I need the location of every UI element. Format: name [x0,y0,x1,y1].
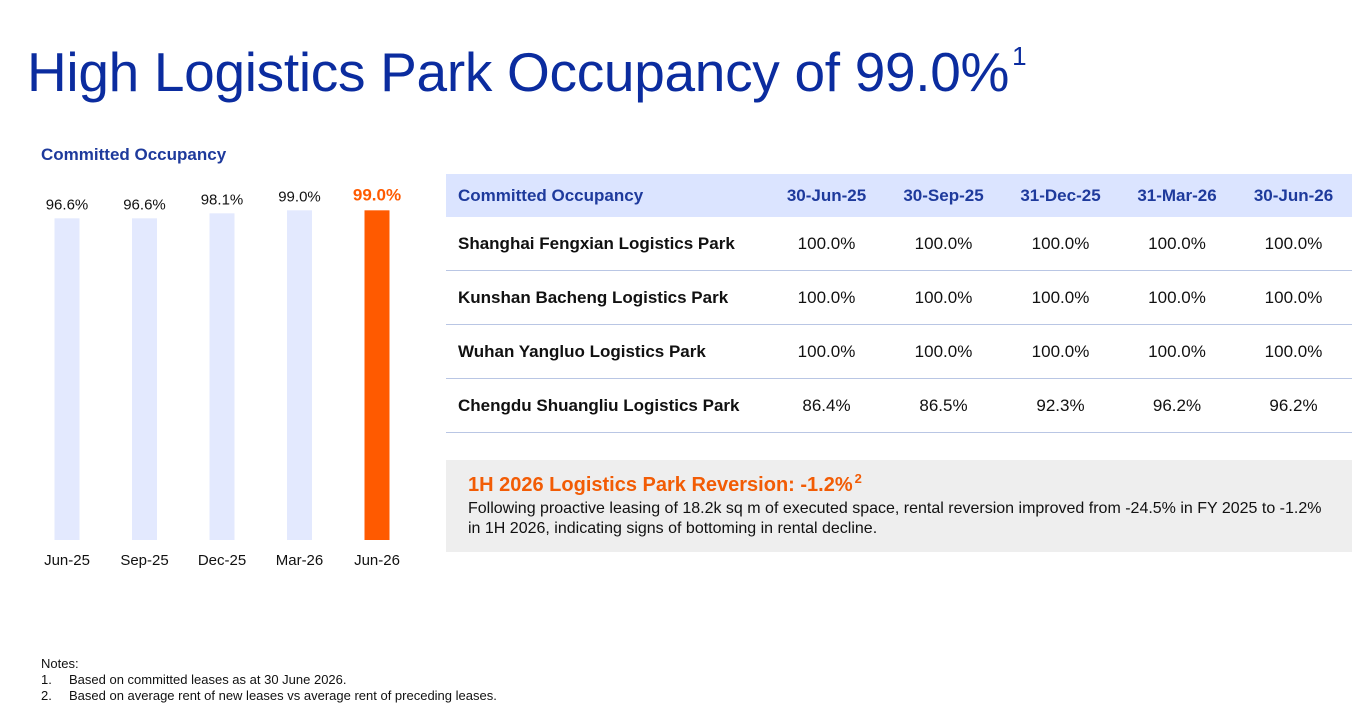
bar-jun-25 [54,218,80,540]
reversion-title: 1H 2026 Logistics Park Reversion: -1.2% 2 [468,471,862,497]
bar-mar-26 [287,210,312,540]
footnotes-heading: Notes: [41,656,79,671]
data-label: 96.6% [46,196,89,213]
data-label: 99.0% [353,185,401,204]
table-header-cell: 31-Mar-26 [1119,174,1235,217]
reversion-callout: 1H 2026 Logistics Park Reversion: -1.2% 2… [446,460,1352,552]
bar-dec-25 [209,213,235,540]
x-tick-label: Dec-25 [198,552,246,569]
table-cell: 100.0% [885,217,1002,271]
table-cell: 100.0% [1235,324,1352,379]
park-name-cell: Kunshan Bacheng Logistics Park [446,270,768,325]
park-name-cell: Wuhan Yangluo Logistics Park [446,324,768,379]
table-header-cell: 31-Dec-25 [1002,174,1119,217]
reversion-title-footnote: 2 [854,471,862,486]
table-cell: 100.0% [768,270,885,325]
park-name-cell: Chengdu Shuangliu Logistics Park [446,378,768,433]
table-row: Chengdu Shuangliu Logistics Park 86.4% 8… [446,378,1352,433]
table-header-cell: Committed Occupancy [446,174,768,217]
occupancy-table: Committed Occupancy 30-Jun-25 30-Sep-25 … [446,174,1352,433]
bar-sep-25 [132,218,157,540]
table-cell: 100.0% [885,324,1002,379]
table-cell: 100.0% [1235,270,1352,325]
footnote-item: 1. Based on committed leases as at 30 Jun… [41,672,497,688]
table-cell: 100.0% [768,217,885,271]
x-tick-label: Sep-25 [120,552,168,569]
table-cell: 96.2% [1119,378,1235,433]
table-cell: 86.5% [885,378,1002,433]
table-row: Kunshan Bacheng Logistics Park 100.0% 10… [446,270,1352,325]
table-header-cell: 30-Jun-25 [768,174,885,217]
page-title-footnote: 1 [1012,41,1027,71]
table-cell: 96.2% [1235,378,1352,433]
footnote-item: 2. Based on average rent of new leases vs… [41,688,497,704]
table-header-cell: 30-Jun-26 [1235,174,1352,217]
footnote-text: Based on committed leases as at 30 June … [69,672,347,687]
table-cell: 100.0% [768,324,885,379]
data-label: 96.6% [123,196,166,213]
page-title-text: High Logistics Park Occupancy of 99.0% [27,41,1010,103]
footnote-number: 1. [41,672,52,687]
occupancy-bar-chart: 96.6% Jun-25 96.6% Sep-25 98.1% Dec-25 99.0% Ma… [44,185,401,569]
table-cell: 100.0% [885,270,1002,325]
table-cell: 86.4% [768,378,885,433]
table-cell: 100.0% [1119,270,1235,325]
table-cell: 100.0% [1002,217,1119,271]
table-cell: 100.0% [1235,217,1352,271]
table-header-cell: 30-Sep-25 [885,174,1002,217]
x-tick-label: Mar-26 [276,552,324,569]
bar-jun-26 [364,210,390,540]
footnote-number: 2. [41,688,52,703]
x-tick-label: Jun-25 [44,552,90,569]
table-cell: 92.3% [1002,378,1119,433]
occupancy-table-container: Committed Occupancy 30-Jun-25 30-Sep-25 … [446,174,1352,433]
table-row: Shanghai Fengxian Logistics Park 100.0% … [446,217,1352,271]
table-cell: 100.0% [1119,217,1235,271]
footnotes: Notes: 1. Based on committed leases as at… [41,656,497,704]
x-tick-label: Jun-26 [354,552,400,569]
table-cell: 100.0% [1119,324,1235,379]
reversion-body: Following proactive leasing of 18.2k sq … [468,500,1322,537]
table-header-row: Committed Occupancy 30-Jun-25 30-Sep-25 … [446,174,1352,217]
data-label: 98.1% [201,191,244,208]
chart-title: Committed Occupancy [41,145,227,164]
footnote-text: Based on average rent of new leases vs a… [69,688,497,703]
reversion-title-text: 1H 2026 Logistics Park Reversion: -1.2% [468,474,853,496]
table-cell: 100.0% [1002,270,1119,325]
data-label: 99.0% [278,188,321,205]
table-row: Wuhan Yangluo Logistics Park 100.0% 100.… [446,324,1352,379]
park-name-cell: Shanghai Fengxian Logistics Park [446,217,768,271]
table-cell: 100.0% [1002,324,1119,379]
page-title: High Logistics Park Occupancy of 99.0% 1 [27,38,1027,106]
